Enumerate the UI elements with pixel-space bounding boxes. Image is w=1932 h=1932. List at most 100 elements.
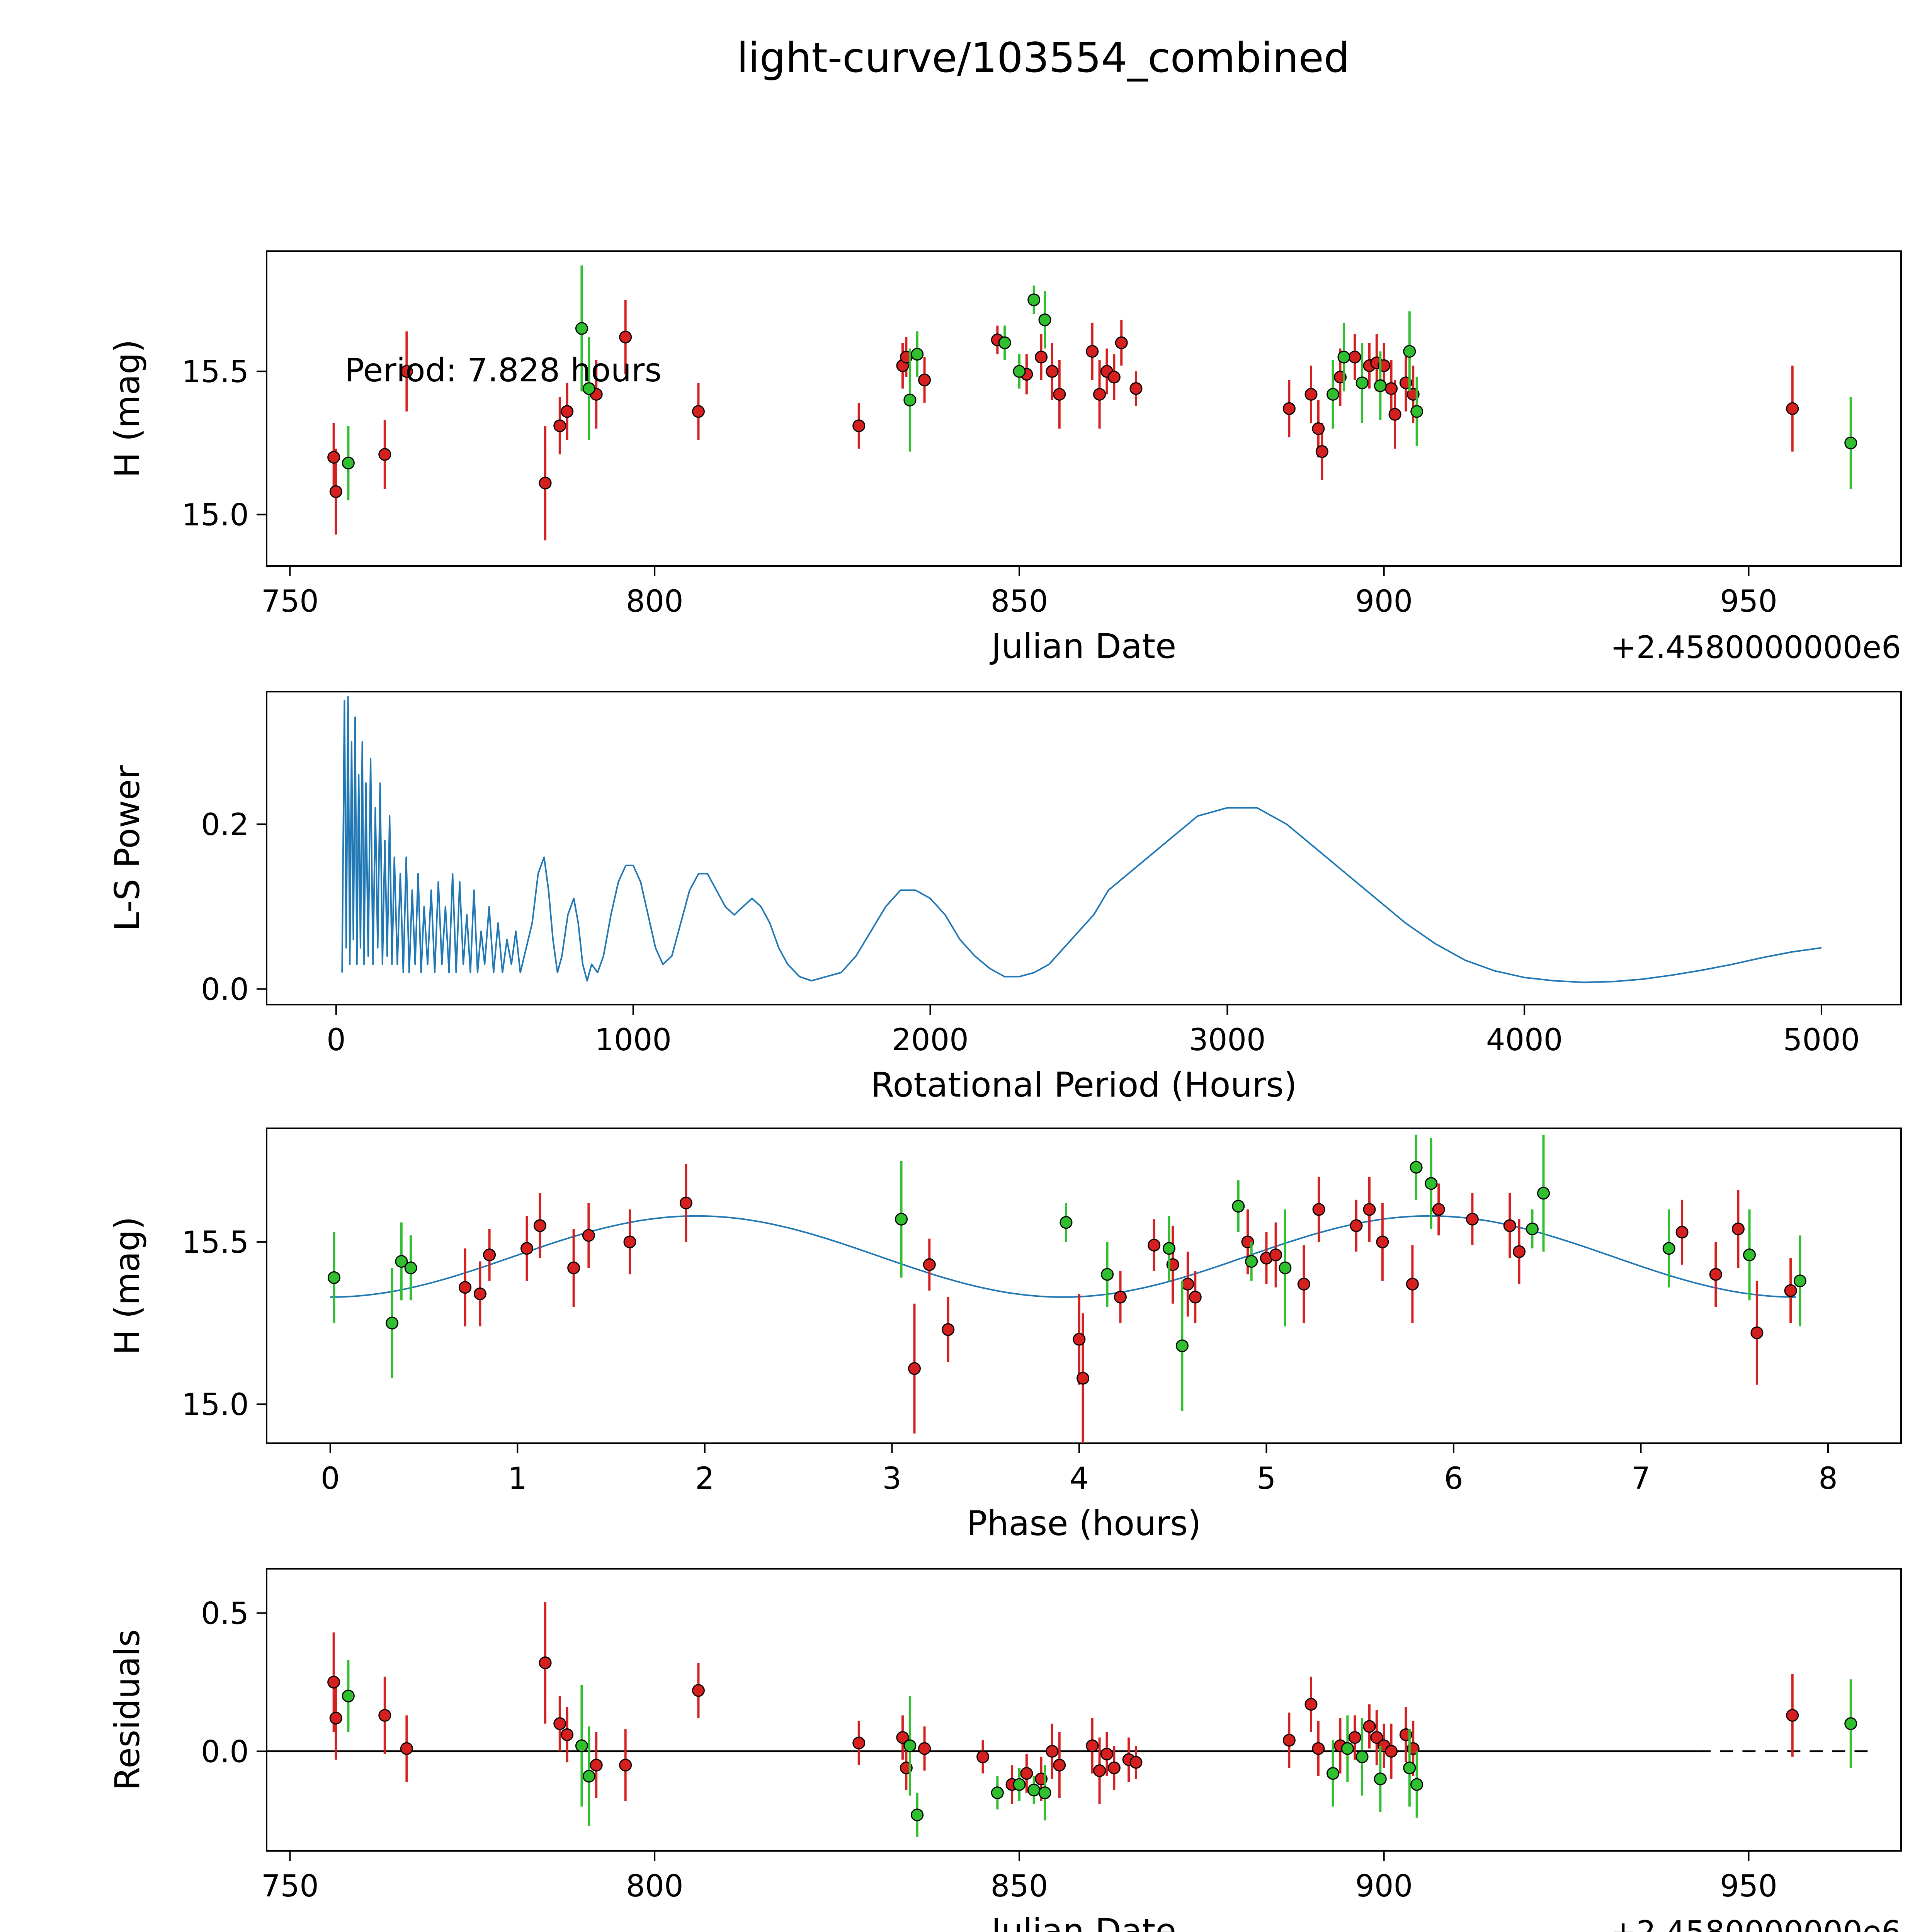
data-point xyxy=(1786,402,1799,415)
data-point xyxy=(1793,1274,1806,1287)
data-point xyxy=(908,1362,921,1375)
x-tick-label: 0 xyxy=(321,1461,340,1496)
x-tick-label: 2000 xyxy=(892,1023,969,1058)
data-point xyxy=(1370,1731,1383,1744)
x-tick-label: 7 xyxy=(1631,1461,1651,1496)
data-point xyxy=(386,1316,399,1330)
data-point xyxy=(1060,1216,1073,1229)
x-tick-label: 8 xyxy=(1818,1461,1838,1496)
y-tick-label: 0.2 xyxy=(201,808,249,842)
y-axis: 15.0 15.5 xyxy=(182,355,267,533)
data-point xyxy=(1046,1745,1059,1758)
data-point xyxy=(1027,293,1041,306)
x-axis-label: Phase (hours) xyxy=(967,1503,1201,1543)
data-point xyxy=(1282,402,1296,415)
data-point xyxy=(1020,1767,1033,1780)
x-tick-label: 950 xyxy=(1720,584,1777,619)
data-point xyxy=(998,336,1011,349)
data-point xyxy=(1844,1717,1857,1730)
data-point xyxy=(918,1742,931,1755)
x-axis: 0 1 2 3 4 5 6 7 8 xyxy=(321,1443,1838,1496)
data-point xyxy=(1114,1291,1127,1304)
data-point xyxy=(1101,1268,1114,1281)
x-axis: 0 1000 2000 3000 4000 5000 xyxy=(327,1005,1860,1058)
data-point xyxy=(342,1689,355,1702)
x-tick-label: 4 xyxy=(1070,1461,1089,1496)
data-point xyxy=(1363,1203,1376,1216)
y-axis: 0.0 0.5 xyxy=(201,1597,267,1769)
data-point xyxy=(1129,1756,1143,1769)
y-tick-label: 0.0 xyxy=(201,1735,249,1769)
data-point xyxy=(1107,1761,1121,1774)
red-points xyxy=(459,1164,1797,1443)
data-point xyxy=(520,1242,534,1255)
y-tick-label: 15.5 xyxy=(182,1225,249,1260)
y-tick-label: 0.0 xyxy=(201,973,249,1007)
data-point xyxy=(400,1742,413,1755)
x-axis-label: Rotational Period (Hours) xyxy=(871,1065,1297,1105)
data-point xyxy=(1245,1255,1258,1268)
data-point xyxy=(1425,1177,1438,1190)
data-point xyxy=(896,1731,909,1744)
data-point xyxy=(1312,1742,1325,1755)
data-point xyxy=(903,1739,917,1752)
y-tick-label: 15.5 xyxy=(182,355,249,389)
data-point xyxy=(619,1759,632,1772)
data-point xyxy=(575,322,588,335)
data-point xyxy=(1750,1326,1764,1339)
data-point xyxy=(1350,1219,1363,1232)
data-point xyxy=(623,1235,636,1248)
data-point xyxy=(1013,365,1026,378)
data-point xyxy=(1786,1709,1799,1722)
x-tick-label: 800 xyxy=(626,1869,684,1904)
data-point xyxy=(1175,1339,1189,1352)
red-points xyxy=(327,1602,1799,1804)
x-tick-label: 3 xyxy=(883,1461,902,1496)
data-point xyxy=(1046,365,1059,378)
data-point xyxy=(1503,1219,1516,1232)
x-tick-label: 5 xyxy=(1257,1461,1276,1496)
data-point xyxy=(1312,422,1325,435)
data-point xyxy=(1315,445,1328,458)
data-point xyxy=(459,1281,472,1294)
data-point xyxy=(561,405,574,418)
data-point xyxy=(1374,1772,1387,1786)
data-point xyxy=(1053,1759,1066,1772)
x-axis-label: Julian Date xyxy=(990,626,1177,666)
red-points xyxy=(327,299,1799,541)
data-point xyxy=(1385,1745,1398,1758)
y-tick-label: 15.0 xyxy=(182,1388,249,1422)
data-point xyxy=(1327,1767,1340,1780)
axes-spines xyxy=(266,1568,1902,1852)
data-point xyxy=(1410,1778,1423,1791)
data-point xyxy=(582,1229,595,1242)
ls-periodogram-plot: 0 1000 2000 3000 4000 5000 0.0 0.2 Rotational Pe… xyxy=(107,691,1902,1105)
data-point xyxy=(327,1271,340,1284)
data-point xyxy=(1743,1248,1756,1262)
data-point xyxy=(473,1287,486,1301)
data-point xyxy=(976,1750,990,1764)
figure-title: light-curve/103554_combined xyxy=(736,34,1350,82)
data-point xyxy=(918,373,931,386)
y-tick-label: 0.5 xyxy=(201,1597,249,1631)
data-point xyxy=(1279,1261,1292,1274)
x-tick-label: 750 xyxy=(261,1869,319,1904)
data-point xyxy=(1077,1372,1090,1385)
data-point xyxy=(1269,1248,1282,1262)
x-tick-label: 4000 xyxy=(1486,1023,1563,1058)
data-point xyxy=(1282,1734,1296,1747)
data-point xyxy=(1385,382,1398,395)
data-point xyxy=(539,1656,552,1669)
data-point xyxy=(1304,388,1318,401)
x-tick-label: 850 xyxy=(991,1869,1048,1904)
green-points xyxy=(327,1134,1806,1411)
data-point xyxy=(1675,1226,1689,1239)
data-point xyxy=(1537,1187,1550,1200)
x-tick-label: 6 xyxy=(1444,1461,1463,1496)
data-point xyxy=(561,1728,574,1741)
data-point xyxy=(895,1213,908,1226)
data-point xyxy=(1662,1242,1675,1255)
data-point xyxy=(1844,436,1857,449)
green-points xyxy=(342,265,1857,500)
data-point xyxy=(1388,408,1401,421)
